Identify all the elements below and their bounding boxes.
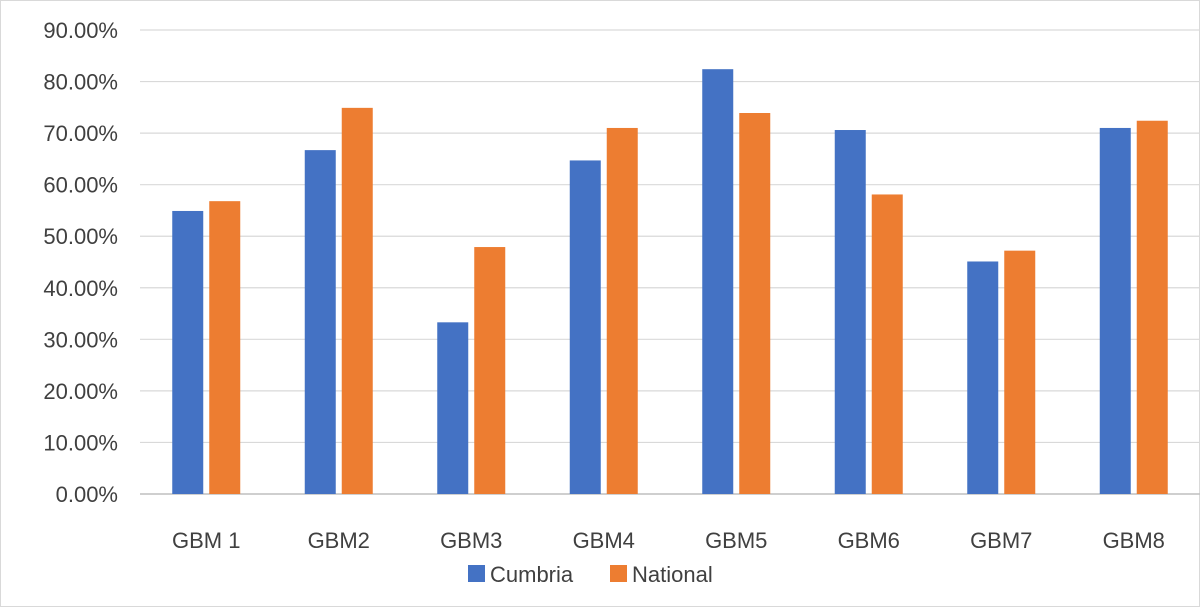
bar-cumbria-gbm7 [967, 261, 999, 494]
y-axis-tick-labels: 0.00% 10.00% 20.00% 30.00% 40.00% 50.00% 60.00… [43, 18, 118, 507]
y-tick-label: 70.00% [43, 121, 118, 146]
bar-national-gbm1 [209, 201, 241, 495]
bars [172, 69, 1168, 495]
x-tick-label: GBM8 [1103, 528, 1165, 553]
bar-national-gbm2 [341, 107, 373, 495]
legend: Cumbria National [468, 562, 713, 587]
y-tick-label: 90.00% [43, 18, 118, 43]
x-tick-label: GBM2 [308, 528, 370, 553]
x-axis-tick-labels: GBM 1 GBM2 GBM3 GBM4 GBM5 GBM6 GBM7 GBM8 [172, 528, 1165, 553]
x-tick-label: GBM5 [705, 528, 767, 553]
x-tick-label: GBM7 [970, 528, 1032, 553]
bar-national-gbm5 [739, 113, 771, 494]
bar-national-gbm3 [474, 247, 506, 494]
bar-national-gbm4 [606, 127, 638, 494]
y-tick-label: 10.00% [43, 430, 118, 455]
y-tick-label: 80.00% [43, 70, 118, 95]
bar-national-gbm8 [1136, 120, 1168, 494]
x-tick-label: GBM6 [838, 528, 900, 553]
legend-label-national: National [632, 562, 713, 587]
legend-swatch-national [610, 565, 627, 582]
y-tick-label: 40.00% [43, 276, 118, 301]
legend-label-cumbria: Cumbria [490, 562, 574, 587]
y-tick-label: 60.00% [43, 173, 118, 198]
bar-cumbria-gbm8 [1099, 127, 1131, 494]
bar-cumbria-gbm6 [834, 130, 866, 495]
gridlines [140, 29, 1200, 495]
bar-national-gbm7 [1004, 250, 1036, 494]
legend-swatch-cumbria [468, 565, 485, 582]
x-tick-label: GBM4 [573, 528, 635, 553]
y-tick-label: 50.00% [43, 224, 118, 249]
y-tick-label: 0.00% [56, 482, 118, 507]
y-tick-label: 20.00% [43, 379, 118, 404]
bar-cumbria-gbm4 [569, 160, 601, 495]
bar-cumbria-gbm5 [702, 69, 734, 494]
bar-cumbria-gbm1 [172, 210, 204, 494]
y-tick-label: 30.00% [43, 327, 118, 352]
x-tick-label: GBM 1 [172, 528, 240, 553]
bar-cumbria-gbm2 [304, 150, 336, 494]
bar-cumbria-gbm3 [437, 322, 469, 494]
x-tick-label: GBM3 [440, 528, 502, 553]
bar-national-gbm6 [871, 194, 903, 494]
